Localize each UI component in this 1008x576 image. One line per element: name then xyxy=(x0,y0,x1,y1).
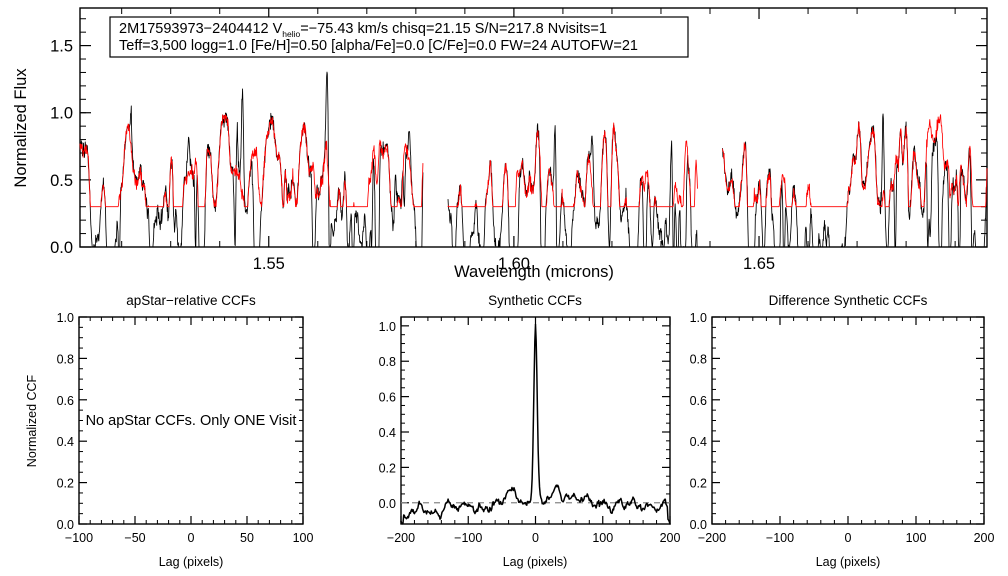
ccf-y-tick-label: 0.4 xyxy=(57,435,74,449)
observed-spectrum-trace xyxy=(447,123,698,248)
ccf-panel-1-axes xyxy=(78,316,304,525)
spectrum-x-tick-label: 1.55 xyxy=(253,255,285,273)
ccf-plot-frame xyxy=(400,316,671,525)
ccf-panel-2: 0.0 0.2 0.4 0.6 0.8 1.0 −200 −100 0 100 200 Synthe… xyxy=(379,293,681,569)
ccf-x-tick-label: 200 xyxy=(660,531,681,545)
ccf-y-tick-label: 0.6 xyxy=(690,394,707,408)
ccf-panel-1: 0.0 0.2 0.4 0.6 0.8 1.0 −100 −50 0 50 100 apStar−r… xyxy=(25,293,313,569)
ccf-x-tick-label: 50 xyxy=(240,531,254,545)
spectrum-x-tick-label: 1.65 xyxy=(743,255,775,273)
ccf-plot-frame xyxy=(711,316,985,525)
synthetic-spectrum-trace xyxy=(722,114,988,208)
ccf-panel-1-title: apStar−relative CCFs xyxy=(126,293,256,308)
ccf-panel-3-axes xyxy=(711,316,985,525)
ccf-x-tick-label: 100 xyxy=(906,531,927,545)
ccf-y-tick-label: 0.6 xyxy=(379,391,396,405)
header-vhelio-subscript: helio xyxy=(282,29,300,39)
ccf-y-tick-label: 0.8 xyxy=(379,355,396,369)
ccf-x-tick-label: −100 xyxy=(766,531,794,545)
header-box-border xyxy=(109,16,689,58)
spectrum-x-axis-title: Wavelength (microns) xyxy=(454,263,614,281)
ccf-y-tick-label: 0.6 xyxy=(57,394,74,408)
spectrum-x-tick-label: 1.60 xyxy=(498,255,530,273)
ccf-x-tick-label: 0 xyxy=(845,531,852,545)
ccf-panel-2-tick-labels: 0.0 0.2 0.4 0.6 0.8 1.0 −200 −100 0 100 200 xyxy=(379,320,681,545)
ccf-panel-2-trace xyxy=(400,323,671,525)
ccf-panel-3: 0.0 0.2 0.4 0.6 0.8 1.0 −200 −100 0 100 200 Differ… xyxy=(690,293,995,569)
ccf-panel-3-tick-labels: 0.0 0.2 0.4 0.6 0.8 1.0 −200 −100 0 100 200 xyxy=(690,311,995,545)
ccf-y-tick-label: 0.0 xyxy=(379,497,396,511)
spectrum-y-axis-title: Normalized Flux xyxy=(12,68,30,188)
spectrum-axes xyxy=(79,7,988,248)
ccf-y-tick-label: 0.4 xyxy=(690,435,707,449)
ccf-panel-1-x-axis-title: Lag (pixels) xyxy=(159,555,224,569)
ccf-x-tick-label: 100 xyxy=(293,531,314,545)
ccf-x-tick-label: −50 xyxy=(124,531,145,545)
spectrum-y-tick-label: 1.5 xyxy=(50,38,73,56)
ccf-y-tick-label: 0.2 xyxy=(690,477,707,491)
ccf-panel-3-title: Difference Synthetic CCFs xyxy=(769,293,928,308)
ccf-x-tick-label: 100 xyxy=(592,531,613,545)
ccf-y-tick-label: 1.0 xyxy=(57,311,74,325)
header-line-2: Teff=3,500 logg=1.0 [Fe/H]=0.50 [alpha/F… xyxy=(119,38,638,54)
ccf-x-tick-label: 0 xyxy=(532,531,539,545)
ccf-panel-3-x-axis-title: Lag (pixels) xyxy=(816,555,881,569)
ccf-x-tick-label: 200 xyxy=(974,531,995,545)
spectrum-y-tick-label: 1.0 xyxy=(50,105,73,123)
ccf-y-tick-label: 0.2 xyxy=(379,461,396,475)
ccf-y-tick-label: 0.4 xyxy=(379,426,396,440)
synthetic-spectrum-trace xyxy=(79,114,424,208)
header-star-id-and-vhelio: 2M17593973−2404412 V xyxy=(119,21,283,37)
ccf-y-tick-label: 0.0 xyxy=(690,518,707,532)
header-vhelio-value: =−75.43 km/s chisq=21.15 S/N=217.8 Nvisi… xyxy=(300,21,607,37)
ccf-y-tick-label: 1.0 xyxy=(379,320,396,334)
ccf-y-tick-label: 0.2 xyxy=(57,477,74,491)
spectrum-traces xyxy=(79,71,988,248)
spectrum-plot-frame xyxy=(79,7,988,248)
ccf-y-tick-label: 0.8 xyxy=(690,352,707,366)
ccf-panel-2-x-axis-title: Lag (pixels) xyxy=(503,555,568,569)
ccf-x-tick-label: −100 xyxy=(454,531,482,545)
ccf-panel-1-y-axis-title: Normalized CCF xyxy=(25,374,39,467)
ccf-x-tick-label: 0 xyxy=(188,531,195,545)
spectrum-y-tick-label: 0.5 xyxy=(50,172,73,190)
synthetic-ccf-trace xyxy=(400,323,671,525)
ccf-panel-2-axes xyxy=(400,316,671,525)
header-info-box: 2M17593973−2404412 Vhelio=−75.43 km/s ch… xyxy=(109,16,689,58)
spectrum-tick-labels: 0.0 0.5 1.0 1.5 1.55 1.60 1.65 xyxy=(50,38,775,273)
spectrum-y-tick-label: 0.0 xyxy=(50,239,73,257)
ccf-y-tick-label: 0.8 xyxy=(57,352,74,366)
spectrum-panel: 0.0 0.5 1.0 1.5 1.55 1.60 1.65 Normalized Flux… xyxy=(12,7,988,281)
ccf-x-tick-label: −200 xyxy=(698,531,726,545)
ccf-x-tick-label: −100 xyxy=(65,531,93,545)
ccf-y-tick-label: 1.0 xyxy=(690,311,707,325)
ccf-x-tick-label: −200 xyxy=(387,531,415,545)
synthetic-spectrum-trace xyxy=(447,122,698,208)
ccf-panel-1-tick-labels: 0.0 0.2 0.4 0.6 0.8 1.0 −100 −50 0 50 100 xyxy=(57,311,314,545)
ccf-y-tick-label: 0.0 xyxy=(57,518,74,532)
observed-spectrum-trace xyxy=(722,113,988,248)
ccf-panel-1-empty-message: No apStar CCFs. Only ONE Visit xyxy=(86,413,297,429)
ccf-panel-2-title: Synthetic CCFs xyxy=(488,293,582,308)
header-line-1: 2M17593973−2404412 Vhelio=−75.43 km/s ch… xyxy=(119,21,607,39)
